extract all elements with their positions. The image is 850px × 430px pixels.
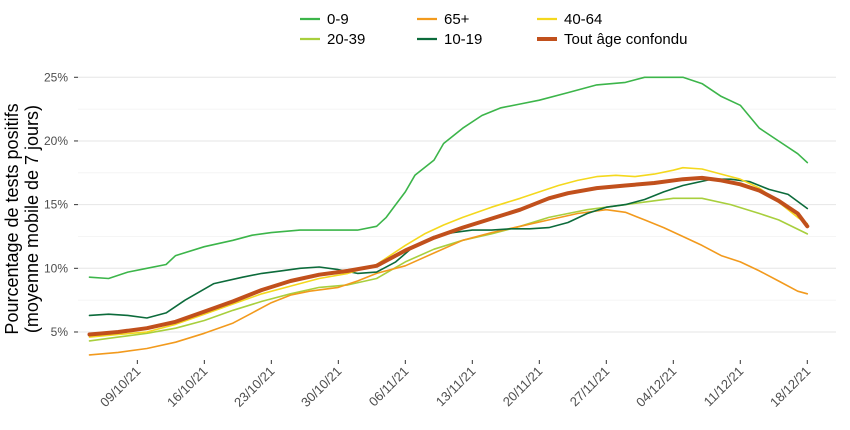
y-tick-label: 10% xyxy=(44,261,68,275)
legend-label: Tout âge confondu xyxy=(564,31,687,48)
x-tick-label: 16/10/21 xyxy=(164,364,210,410)
legend-label: 65+ xyxy=(444,11,470,28)
x-tick-label: 20/11/21 xyxy=(500,364,546,410)
y-axis-title-line: (moyenne mobile de 7 jours) xyxy=(22,105,42,333)
legend-label: 10-19 xyxy=(444,31,482,48)
series-line xyxy=(87,175,810,337)
x-tick-label: 30/10/21 xyxy=(298,364,344,410)
y-tick-label: 15% xyxy=(44,198,68,212)
x-tick-label: 09/10/21 xyxy=(97,364,143,410)
series-line xyxy=(88,76,809,280)
y-axis-ticks: 5% 10% 15% 20% 25% xyxy=(44,70,78,339)
x-tick-label: 13/11/21 xyxy=(433,364,479,410)
y-axis-title-line: Pourcentage de tests positifs xyxy=(2,103,22,334)
series-lines xyxy=(87,76,810,356)
y-tick-label: 5% xyxy=(51,325,69,339)
gridlines xyxy=(78,76,836,333)
x-tick-label: 06/11/21 xyxy=(366,364,412,410)
y-tick-label: 20% xyxy=(44,134,68,148)
legend-label: 0-9 xyxy=(327,11,349,28)
series-line xyxy=(88,166,809,338)
x-tick-label: 23/10/21 xyxy=(231,364,277,410)
series-line xyxy=(88,197,809,342)
x-tick-label: 11/12/21 xyxy=(701,364,747,410)
series-line xyxy=(88,208,809,356)
legend: 0-9 20-39 65+ 10-19 40-64 Tout âge confondu xyxy=(300,11,687,48)
y-tick-label: 25% xyxy=(44,70,68,84)
legend-label: 20-39 xyxy=(327,31,365,48)
x-axis-ticks: 09/10/21 16/10/21 23/10/21 30/10/21 06/11/21… xyxy=(97,360,813,410)
legend-label: 40-64 xyxy=(564,11,602,28)
y-axis-title: Pourcentage de tests positifs (moyenne mo… xyxy=(2,103,42,334)
x-tick-label: 27/11/21 xyxy=(567,364,613,410)
x-tick-label: 04/12/21 xyxy=(633,364,679,410)
x-tick-label: 18/12/21 xyxy=(767,364,813,410)
